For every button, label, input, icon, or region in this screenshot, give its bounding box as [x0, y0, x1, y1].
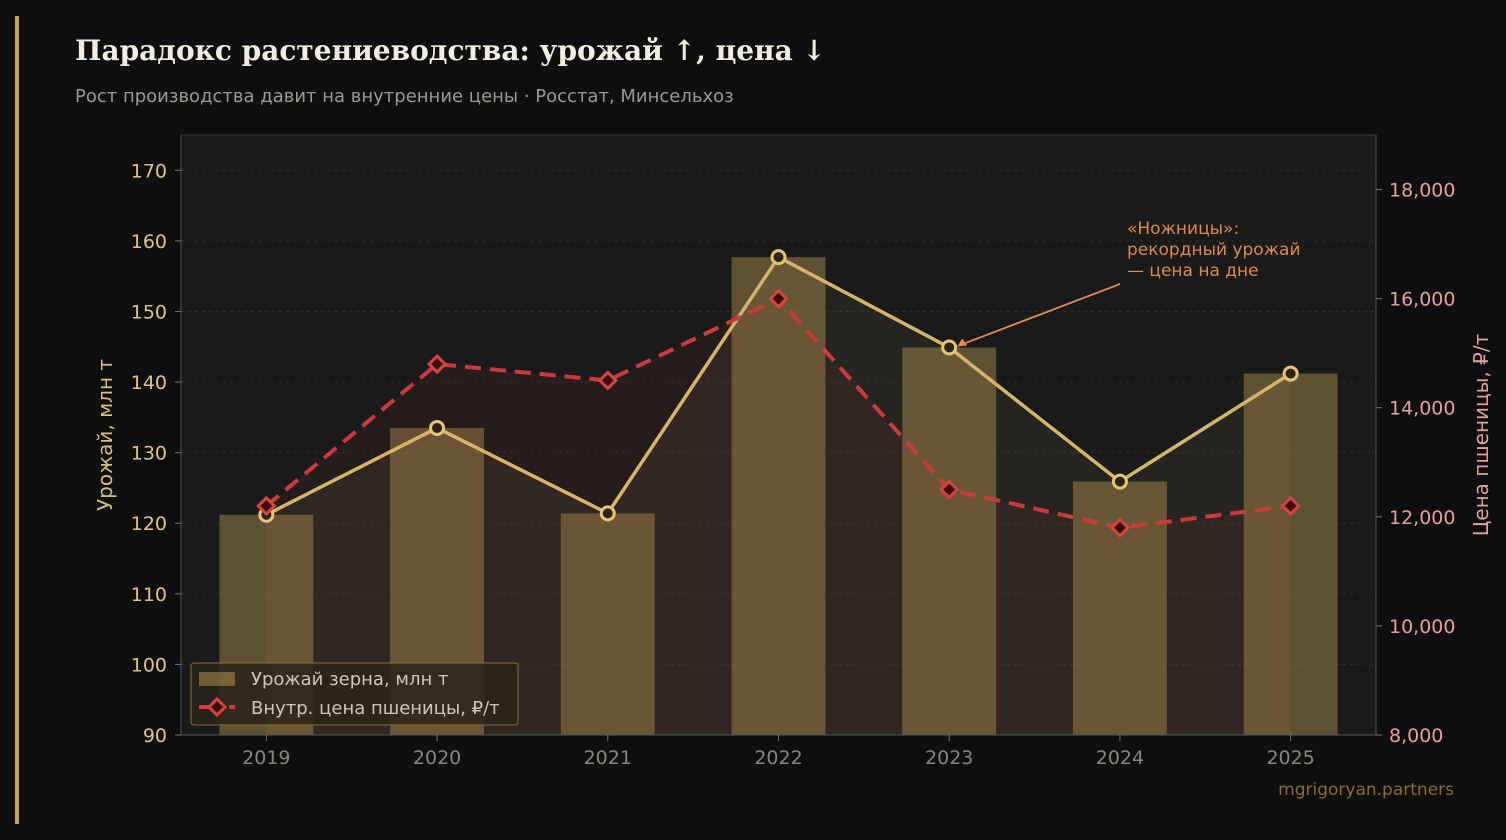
annotation-arrow: [958, 283, 1121, 347]
bar-2021: [560, 513, 655, 735]
y-tick-right: 10,000: [1389, 616, 1455, 638]
y-tick-left: 120: [131, 513, 167, 535]
y-axis-label-left: Урожай, млн т: [93, 359, 117, 511]
annotation-text: рекордный урожай: [1127, 240, 1301, 260]
y-tick-right: 16,000: [1389, 289, 1455, 311]
x-tick: 2022: [754, 747, 802, 769]
y-tick-left: 160: [131, 231, 167, 253]
y-tick-left: 150: [131, 301, 167, 323]
y-tick-right: 8,000: [1389, 725, 1443, 747]
legend-marker-price: [206, 696, 228, 718]
accent-bar: [15, 16, 19, 824]
chart-subtitle: Рост производства давит на внутренние це…: [75, 86, 734, 107]
y-tick-right: 18,000: [1389, 180, 1455, 202]
annotation-text: «Ножницы»:: [1127, 219, 1239, 239]
x-tick: 2024: [1096, 747, 1144, 769]
watermark: mgrigoryan.partners: [1278, 780, 1454, 800]
price-point-2021: [597, 370, 618, 391]
y-tick-left: 90: [143, 725, 167, 747]
price-point-2023: [939, 479, 960, 500]
harvest-point-2020: [429, 419, 446, 436]
price-point-2019: [256, 495, 277, 517]
y-tick-left: 100: [131, 654, 167, 676]
legend-label-price: Внутр. цена пшеницы, ₽/т: [251, 698, 500, 719]
price-point-2020: [426, 353, 448, 375]
price-point-2024: [1109, 517, 1131, 538]
harvest-area: [266, 257, 1291, 735]
y-axis-label-right: Цена пшеницы, ₽/т: [1469, 333, 1493, 536]
bar-2025: [1243, 373, 1338, 735]
y-tick-left: 110: [131, 584, 167, 606]
price-point-2022: [768, 288, 789, 309]
price-point-2025: [1280, 495, 1301, 517]
bar-2022: [731, 257, 826, 735]
x-tick: 2023: [925, 747, 973, 769]
legend-label-harvest: Урожай зерна, млн т: [251, 669, 448, 690]
harvest-point-2022: [770, 249, 787, 266]
chart-title: Парадокс растениеводства: урожай ↑, цена…: [75, 34, 826, 67]
y-tick-right: 12,000: [1389, 507, 1455, 529]
y-tick-left: 130: [131, 443, 167, 465]
y-tick-left: 140: [131, 372, 167, 394]
harvest-point-2023: [941, 339, 958, 356]
bar-2023: [902, 347, 997, 735]
x-tick: 2025: [1266, 747, 1314, 769]
x-tick: 2020: [413, 747, 461, 769]
y-tick-left: 170: [131, 160, 167, 182]
harvest-point-2021: [599, 505, 616, 522]
price-area: [266, 298, 1291, 735]
harvest-point-2024: [1111, 473, 1128, 490]
legend-swatch-harvest: [199, 672, 235, 686]
plot-area: [180, 134, 1377, 736]
legend-box: [190, 662, 519, 726]
y-tick-right: 14,000: [1389, 398, 1455, 420]
annotation-text: — цена на дне: [1127, 261, 1259, 281]
x-tick: 2021: [584, 747, 632, 769]
harvest-point-2025: [1282, 365, 1299, 382]
x-tick: 2019: [242, 747, 290, 769]
annotation-arrowhead: [957, 338, 968, 347]
